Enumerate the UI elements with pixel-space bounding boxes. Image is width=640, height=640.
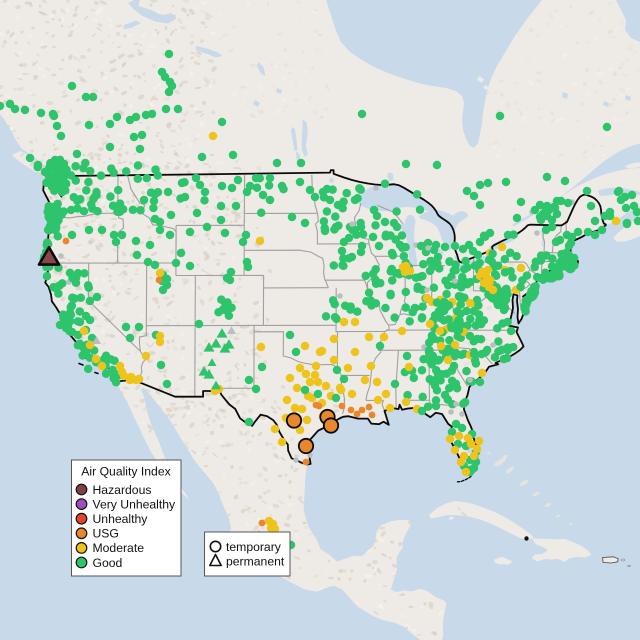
svg-text:Good: Good [93, 556, 123, 570]
svg-text:Very Unhealthy: Very Unhealthy [93, 497, 177, 511]
svg-text:Hazardous: Hazardous [93, 483, 152, 497]
svg-text:permanent: permanent [226, 555, 285, 569]
svg-text:Unhealthy: Unhealthy [93, 512, 149, 526]
svg-text:Air Quality Index: Air Quality Index [81, 465, 170, 479]
svg-text:Moderate: Moderate [93, 541, 145, 555]
svg-text:USG: USG [93, 527, 119, 541]
svg-text:temporary: temporary [226, 540, 282, 554]
